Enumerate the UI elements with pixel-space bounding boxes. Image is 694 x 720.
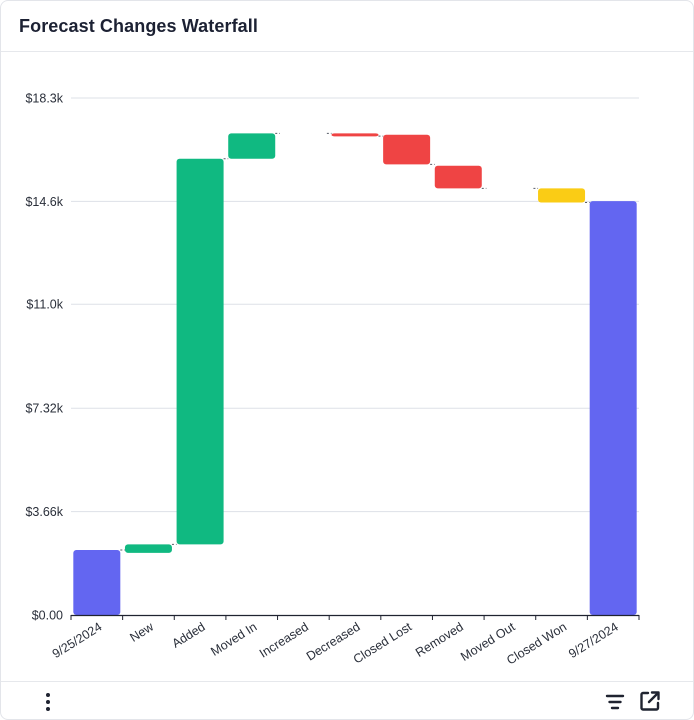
bar-added xyxy=(176,158,224,545)
x-tick-label: Moved In xyxy=(208,620,259,659)
x-tick-label: 9/27/2024 xyxy=(566,620,621,661)
y-tick-label: $0.00 xyxy=(32,609,63,623)
bar-closed-lost xyxy=(383,134,431,165)
bar-new xyxy=(124,544,172,553)
x-tick-label: 9/25/2024 xyxy=(50,620,105,661)
open-external-button[interactable] xyxy=(638,689,662,713)
kebab-menu-button[interactable] xyxy=(36,690,60,714)
y-tick-label: $18.3k xyxy=(25,92,63,106)
x-tick-label: New xyxy=(127,619,156,645)
chart-title: Forecast Changes Waterfall xyxy=(19,16,258,36)
x-tick-label: Removed xyxy=(413,620,466,660)
y-tick-label: $14.6k xyxy=(25,195,63,209)
bar-removed xyxy=(434,165,482,189)
x-tick-label: Closed Lost xyxy=(351,619,415,666)
bar-moved-in xyxy=(228,133,276,159)
open-external-icon xyxy=(640,691,660,711)
y-tick-label: $7.32k xyxy=(25,402,63,416)
bar-9-27-2024 xyxy=(589,201,637,615)
filter-lines-icon xyxy=(605,694,625,710)
x-tick-label: Added xyxy=(170,620,208,651)
filter-button[interactable] xyxy=(603,690,627,714)
bar-closed-won xyxy=(538,188,586,203)
card-header: Forecast Changes Waterfall xyxy=(1,1,693,52)
card-footer xyxy=(1,681,693,719)
y-tick-label: $3.66k xyxy=(25,505,63,519)
x-tick-label: Increased xyxy=(257,620,311,661)
kebab-icon xyxy=(46,693,50,697)
y-tick-label: $11.0k xyxy=(26,298,63,312)
bar-decreased xyxy=(331,133,379,137)
waterfall-chart: $0.00 $3.66k $7.32k $11.0k $14.6k $18.3k 9/25/… xyxy=(25,92,640,668)
bar-9-25-2024 xyxy=(73,550,121,615)
